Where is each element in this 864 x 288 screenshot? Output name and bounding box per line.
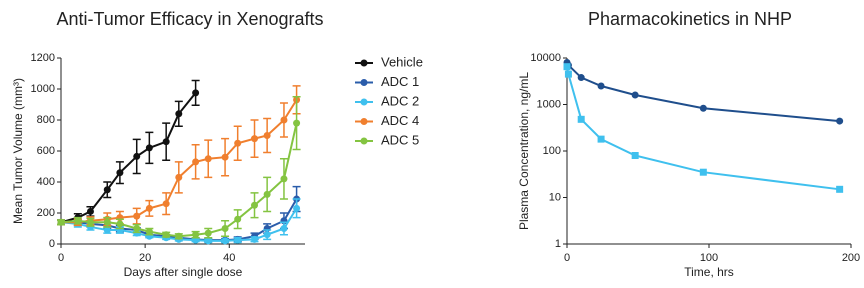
y-tick-label: 100 <box>543 145 561 157</box>
y-tick-label: 0 <box>49 238 55 250</box>
marker <box>221 237 229 245</box>
marker <box>204 229 212 237</box>
marker <box>577 115 585 123</box>
marker <box>577 74 585 82</box>
legend-label: ADC 4 <box>381 113 419 128</box>
marker <box>116 220 124 228</box>
marker <box>74 217 82 225</box>
y-tick-label: 1 <box>555 238 561 250</box>
legend-marker <box>360 98 368 106</box>
marker <box>263 190 271 198</box>
marker <box>280 116 288 124</box>
marker <box>836 185 844 193</box>
legend-marker <box>360 118 368 125</box>
x-tick-label: 40 <box>223 252 235 264</box>
marker <box>103 186 111 194</box>
marker <box>699 104 707 112</box>
y-axis-label: Mean Tumor Volume (mm³) <box>11 78 25 224</box>
marker <box>145 228 153 236</box>
x-tick-label: 0 <box>564 252 570 264</box>
marker <box>280 225 288 232</box>
marker <box>204 155 212 163</box>
marker <box>175 232 183 240</box>
marker <box>86 218 94 226</box>
marker <box>145 204 153 212</box>
y-tick-label: 1000 <box>537 98 561 110</box>
marker <box>263 132 271 139</box>
x-tick-label: 100 <box>700 252 718 264</box>
marker <box>234 215 242 223</box>
y-tick-label: 400 <box>37 176 55 188</box>
marker <box>221 153 229 161</box>
marker <box>234 139 242 147</box>
marker <box>597 135 605 143</box>
marker <box>597 82 605 90</box>
legend-marker <box>360 59 368 67</box>
legend-label: ADC 2 <box>381 93 419 108</box>
x-tick-label: 200 <box>842 252 860 264</box>
y-tick-label: 10000 <box>530 52 561 64</box>
marker <box>204 237 212 245</box>
legend-marker <box>360 79 368 86</box>
marker <box>103 226 111 234</box>
marker <box>103 218 111 226</box>
marker <box>699 168 707 176</box>
y-tick-label: 1000 <box>31 83 55 95</box>
marker <box>631 152 639 160</box>
y-tick-label: 1200 <box>31 52 55 64</box>
marker <box>145 144 153 152</box>
marker <box>192 231 200 239</box>
marker <box>86 207 94 215</box>
y-tick-label: 800 <box>37 114 55 126</box>
legend-marker <box>360 137 368 145</box>
x-tick-label: 20 <box>139 252 151 264</box>
marker <box>251 135 259 143</box>
marker <box>836 117 844 125</box>
marker <box>192 158 200 166</box>
marker <box>175 173 183 181</box>
marker <box>251 201 259 209</box>
y-tick-label: 10 <box>549 191 561 203</box>
marker <box>234 236 242 244</box>
marker <box>133 152 141 160</box>
marker <box>564 70 572 78</box>
x-axis-label: Days after single dose <box>124 265 243 279</box>
marker <box>133 212 141 220</box>
y-tick-label: 200 <box>37 207 55 219</box>
marker <box>175 110 183 118</box>
marker <box>162 138 170 146</box>
marker <box>133 225 141 232</box>
chart-title: Pharmacokinetics in NHP <box>588 9 792 29</box>
x-axis-label: Time, hrs <box>684 265 734 279</box>
chart-title: Anti-Tumor Efficacy in Xenografts <box>56 9 323 29</box>
marker <box>221 225 229 232</box>
x-tick-label: 0 <box>58 252 64 264</box>
y-axis-label: Plasma Concentration, ng/mL <box>517 72 531 230</box>
marker <box>280 175 288 183</box>
marker <box>563 63 571 71</box>
y-tick-label: 600 <box>37 145 55 157</box>
marker <box>57 218 65 226</box>
marker <box>192 89 200 97</box>
legend-label: ADC 5 <box>381 132 419 147</box>
marker <box>293 204 301 212</box>
series-line <box>566 62 840 123</box>
marker <box>263 231 271 239</box>
marker <box>251 235 259 243</box>
legend-label: ADC 1 <box>381 74 419 89</box>
legend-label: Vehicle <box>381 54 423 69</box>
marker <box>631 91 639 99</box>
marker <box>116 169 124 177</box>
marker <box>162 231 170 239</box>
marker <box>162 200 170 208</box>
marker <box>293 119 301 127</box>
series-line <box>60 92 197 224</box>
